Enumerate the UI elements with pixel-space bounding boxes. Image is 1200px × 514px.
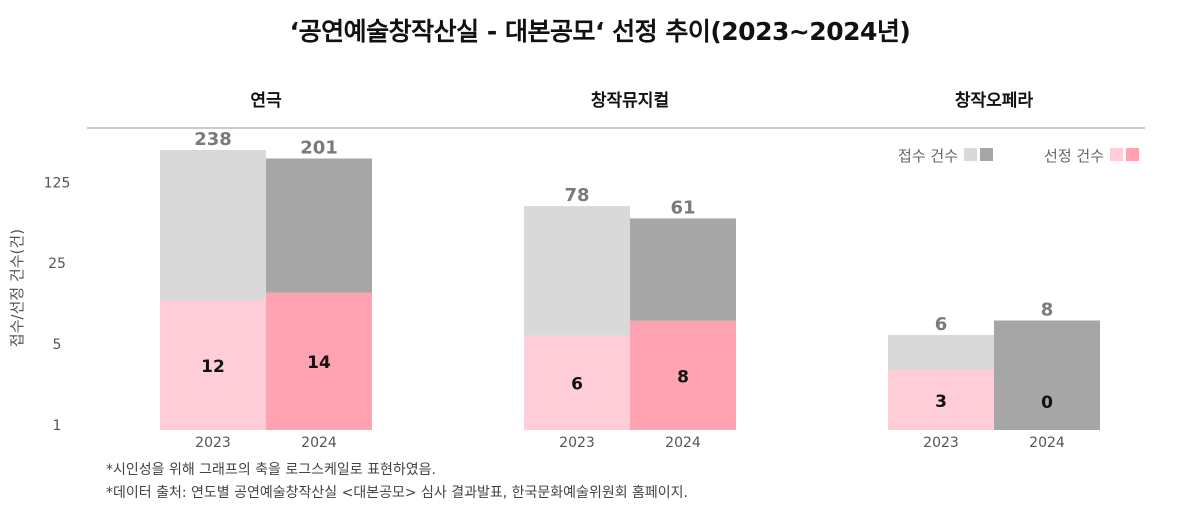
group-header: 창작뮤지컬: [591, 91, 669, 111]
y-tick-label: 1: [53, 418, 62, 434]
footnote-source: *데이터 출처: 연도별 공연예술창작산실 <대본공모> 심사 결과발표, 한국…: [106, 485, 688, 501]
y-axis-label: 접수/선정 건수(건): [8, 229, 26, 347]
y-tick-label: 125: [44, 175, 71, 191]
received-value-label: 8: [1041, 300, 1054, 321]
selected-value-label: 3: [935, 392, 947, 412]
group-header: 연극: [250, 91, 282, 111]
legend-swatch: [964, 148, 977, 161]
legend-swatch: [1126, 148, 1139, 161]
x-tick-label: 2024: [665, 435, 701, 451]
received-value-label: 238: [194, 129, 232, 150]
selected-value-label: 6: [571, 374, 583, 394]
selected-bar: [888, 369, 994, 430]
selected-value-label: 8: [677, 367, 689, 387]
selected-bar: [266, 292, 372, 430]
x-tick-label: 2023: [195, 435, 231, 451]
received-value-label: 6: [935, 314, 948, 335]
group-header: 창작오페라: [955, 91, 1034, 111]
legend-label: 선정 건수: [1044, 147, 1104, 165]
legend-swatch: [1110, 148, 1123, 161]
footnotes: *시인성을 위해 그래프의 축을 로그스케일로 표현하였음. *데이터 출처: …: [106, 459, 688, 505]
chart-title: ‘공연예술창작산실 - 대본공모‘ 선정 추이(2023~2024년): [289, 17, 911, 46]
selected-value-label: 14: [307, 353, 331, 373]
selected-bar: [524, 334, 630, 430]
x-tick-label: 2023: [923, 435, 959, 451]
x-tick-label: 2024: [301, 435, 337, 451]
selected-value-label: 12: [201, 357, 225, 377]
x-tick-label: 2024: [1029, 435, 1065, 451]
legend-swatch: [980, 148, 993, 161]
received-value-label: 201: [300, 137, 338, 158]
selected-bar: [630, 320, 736, 430]
received-value-label: 78: [564, 185, 589, 206]
footnote-scale: *시인성을 위해 그래프의 축을 로그스케일로 표현하였음.: [106, 462, 436, 478]
received-bar: [994, 320, 1100, 430]
y-tick-label: 5: [53, 337, 62, 353]
y-tick-label: 25: [48, 256, 66, 272]
received-value-label: 61: [670, 197, 695, 218]
x-tick-label: 2023: [559, 435, 595, 451]
selected-value-label: 0: [1041, 393, 1053, 413]
legend-label: 접수 건수: [898, 147, 958, 165]
selected-bar: [160, 300, 266, 430]
